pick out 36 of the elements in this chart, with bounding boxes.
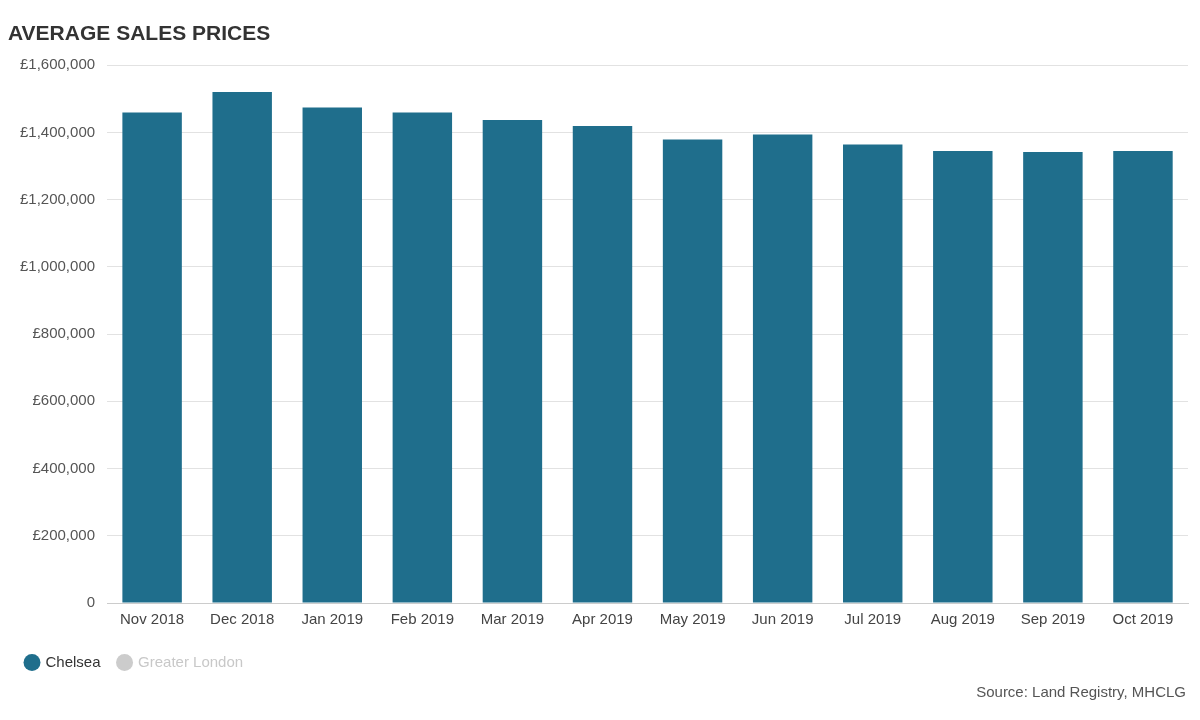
bar (572, 126, 633, 603)
x-tick-label: Nov 2018 (120, 610, 185, 628)
x-tick-label: Dec 2018 (210, 610, 275, 628)
y-tick-label: £600,000 (32, 391, 96, 409)
bar (752, 134, 813, 603)
x-tick-label: May 2019 (659, 610, 726, 628)
bar (482, 119, 543, 603)
bar (212, 92, 272, 603)
bar (392, 112, 453, 603)
y-tick-label: £1,000,000 (20, 257, 96, 275)
source-note: Source: Land Registry, MHCLG (976, 682, 1186, 700)
x-tick-label: Feb 2019 (390, 610, 455, 628)
x-tick-label: Apr 2019 (572, 610, 633, 628)
legend-label: Chelsea (45, 652, 102, 670)
bar (1113, 150, 1173, 603)
bar (662, 139, 723, 603)
y-tick-label: £800,000 (32, 324, 96, 342)
y-tick-label: £1,200,000 (20, 189, 96, 207)
bar (122, 112, 182, 603)
bar (1023, 151, 1083, 603)
bar (843, 144, 903, 603)
y-tick-label: 0 (86, 593, 96, 611)
x-tick-label: Sep 2019 (1020, 610, 1085, 628)
chart-title: AVERAGE SALES PRICES (8, 21, 271, 45)
y-tick-label: £1,600,000 (20, 55, 96, 73)
x-tick-label: Oct 2019 (1112, 610, 1174, 628)
x-tick-label: Mar 2019 (480, 610, 545, 628)
x-tick-label: Jan 2019 (301, 610, 364, 628)
y-tick-label: £1,400,000 (20, 122, 96, 140)
y-tick-label: £200,000 (32, 525, 96, 543)
x-tick-label: Jun 2019 (751, 610, 814, 628)
y-tick-label: £400,000 (32, 458, 96, 476)
bar (933, 150, 993, 603)
x-tick-label: Jul 2019 (844, 610, 902, 628)
x-tick-label: Aug 2019 (930, 610, 995, 628)
bar (302, 107, 362, 603)
